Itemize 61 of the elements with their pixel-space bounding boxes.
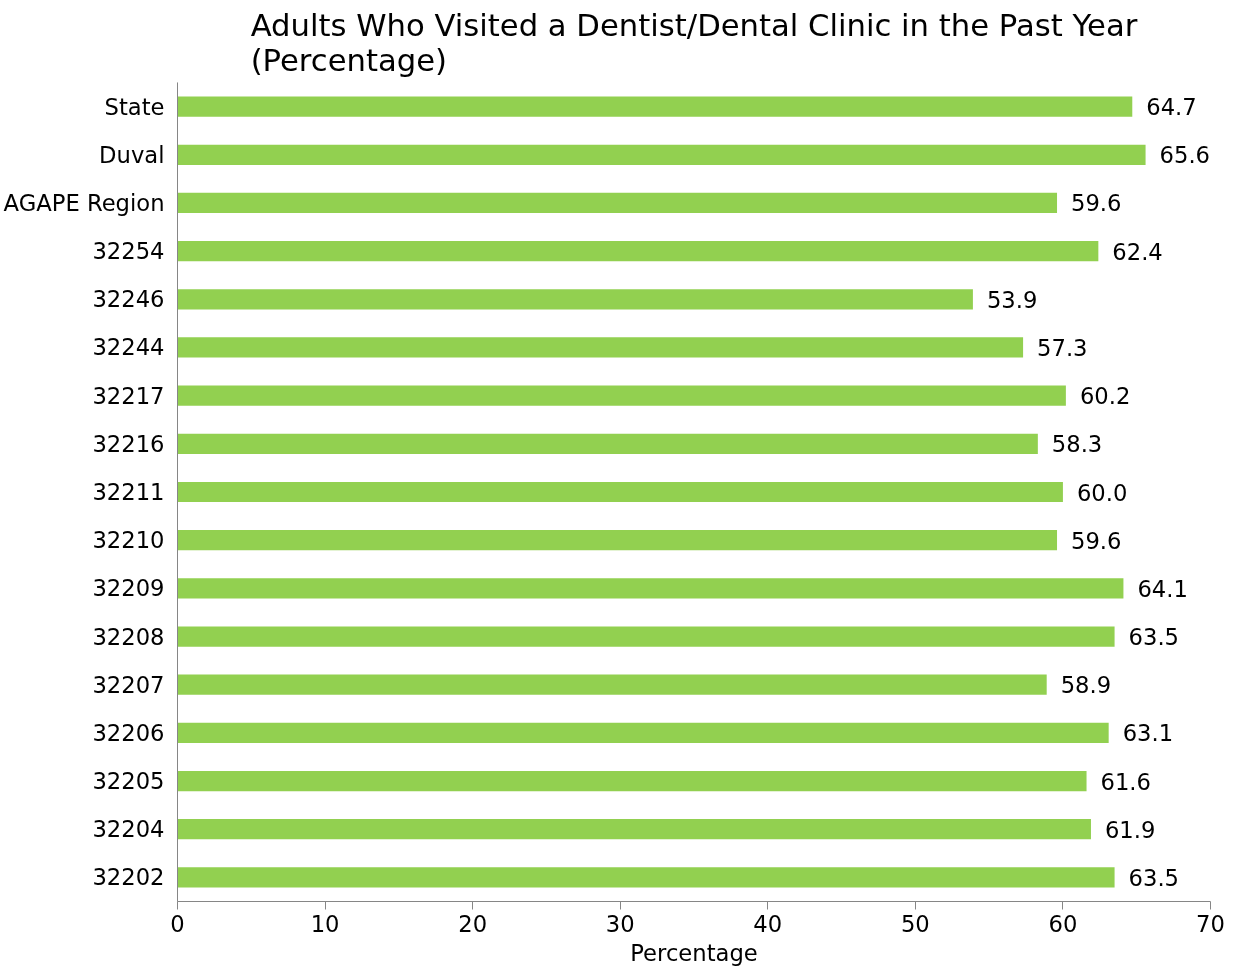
y-tick-label: 32210 bbox=[92, 527, 165, 554]
x-axis-title: Percentage bbox=[630, 939, 758, 966]
y-tick-label: 32211 bbox=[92, 479, 165, 505]
data-label: 65.6 bbox=[1159, 142, 1211, 169]
y-tick-label: 32205 bbox=[92, 768, 165, 795]
bar bbox=[177, 530, 1058, 551]
bar bbox=[177, 722, 1109, 743]
bar bbox=[177, 385, 1066, 406]
y-tick-label: 32254 bbox=[92, 238, 165, 265]
y-tick-label: 32207 bbox=[92, 671, 165, 698]
y-tick-label: 32204 bbox=[92, 816, 165, 843]
data-label: 63.1 bbox=[1122, 720, 1174, 747]
y-tick-label: Duval bbox=[99, 141, 165, 168]
bar bbox=[177, 578, 1124, 599]
data-label: 62.4 bbox=[1112, 238, 1163, 265]
bar bbox=[177, 626, 1115, 647]
data-label: 63.5 bbox=[1128, 864, 1180, 891]
y-tick-label: 32202 bbox=[92, 864, 165, 891]
bar bbox=[177, 481, 1063, 503]
data-label: 61.9 bbox=[1104, 816, 1156, 843]
x-tick-label: 20 bbox=[458, 910, 488, 937]
y-tick-label: 32206 bbox=[92, 719, 165, 746]
y-tick-label: State bbox=[104, 93, 165, 120]
bar bbox=[177, 867, 1115, 888]
data-label: 59.6 bbox=[1071, 190, 1122, 217]
data-label: 57.3 bbox=[1037, 334, 1088, 361]
x-tick-label: 70 bbox=[1196, 910, 1225, 937]
bar bbox=[177, 819, 1091, 840]
bar bbox=[177, 433, 1038, 454]
data-label: 63.5 bbox=[1128, 624, 1180, 651]
data-label: 64.7 bbox=[1146, 94, 1197, 121]
data-label: 60.2 bbox=[1079, 383, 1131, 410]
bar bbox=[177, 96, 1133, 117]
x-tick-label: 60 bbox=[1048, 910, 1078, 937]
data-label: 59.6 bbox=[1071, 527, 1122, 554]
data-label: 61.6 bbox=[1100, 768, 1151, 795]
x-tick-label: 30 bbox=[605, 910, 635, 937]
y-tick-label: 32209 bbox=[92, 575, 165, 602]
data-label: 53.9 bbox=[986, 286, 1038, 313]
bar bbox=[177, 770, 1087, 792]
bar bbox=[177, 674, 1047, 695]
y-tick-label: 32208 bbox=[92, 623, 165, 650]
data-label: 64.1 bbox=[1137, 575, 1188, 602]
y-tick-label: 32217 bbox=[92, 382, 165, 409]
x-tick-label: 10 bbox=[310, 910, 340, 937]
x-tick-label: 50 bbox=[900, 910, 930, 937]
bar bbox=[177, 337, 1024, 358]
y-tick-label: AGAPE Region bbox=[3, 189, 165, 216]
chart-title: Adults Who Visited a Dentist/Dental Clinic in the Past Year (Percentage) bbox=[250, 7, 1138, 78]
bar bbox=[177, 289, 973, 310]
data-label: 60.0 bbox=[1076, 479, 1128, 506]
x-tick-label: 40 bbox=[753, 910, 783, 937]
data-label: 58.3 bbox=[1051, 431, 1103, 458]
y-tick-label: 32246 bbox=[92, 286, 165, 313]
y-tick-label: 32244 bbox=[92, 334, 165, 361]
bar bbox=[177, 144, 1146, 165]
bar bbox=[177, 192, 1058, 214]
y-tick-label: 32216 bbox=[92, 430, 165, 457]
bar bbox=[177, 241, 1099, 262]
x-tick-label: 0 bbox=[170, 910, 185, 937]
data-label: 58.9 bbox=[1060, 672, 1112, 699]
